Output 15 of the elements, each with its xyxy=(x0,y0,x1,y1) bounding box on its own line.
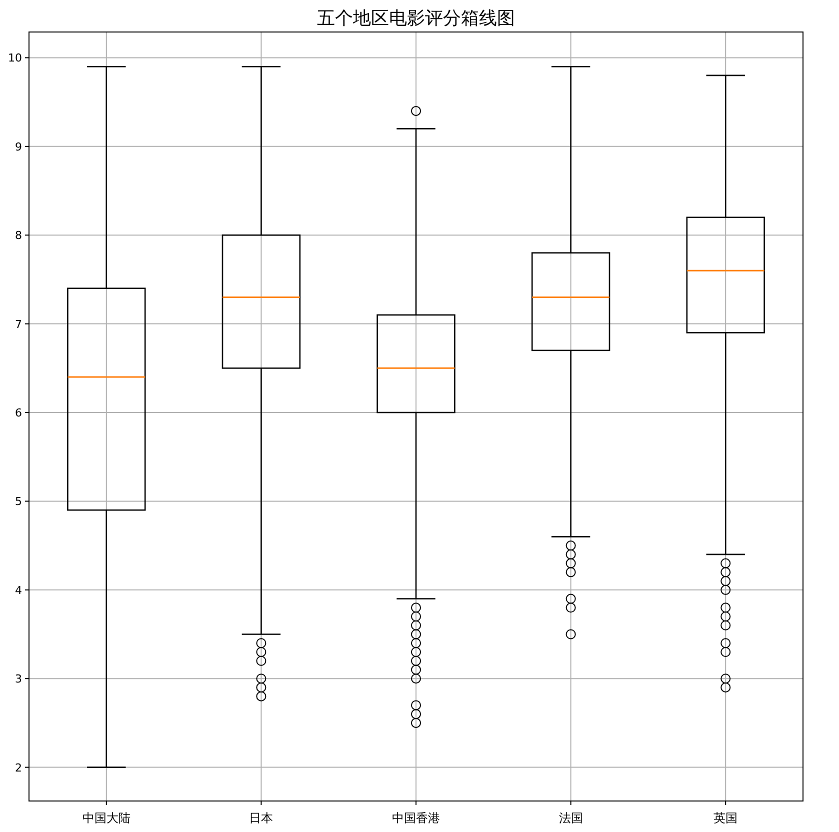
x-tick-label: 中国大陆 xyxy=(82,811,130,825)
x-tick-label: 英国 xyxy=(714,811,738,825)
chart-title: 五个地区电影评分箱线图 xyxy=(317,8,515,29)
y-tick-label: 3 xyxy=(15,672,22,686)
y-tick-label: 6 xyxy=(15,406,22,420)
y-tick-label: 9 xyxy=(15,140,22,154)
y-tick-label: 7 xyxy=(15,318,22,331)
y-tick-label: 10 xyxy=(8,52,22,65)
y-tick-label: 4 xyxy=(15,584,22,597)
x-tick-label: 法国 xyxy=(558,811,583,825)
y-tick-label: 2 xyxy=(15,761,22,774)
y-tick-label: 5 xyxy=(15,495,22,508)
x-tick-label: 中国香港 xyxy=(392,811,440,825)
x-tick-label: 日本 xyxy=(249,811,274,825)
y-tick-label: 8 xyxy=(15,229,22,242)
